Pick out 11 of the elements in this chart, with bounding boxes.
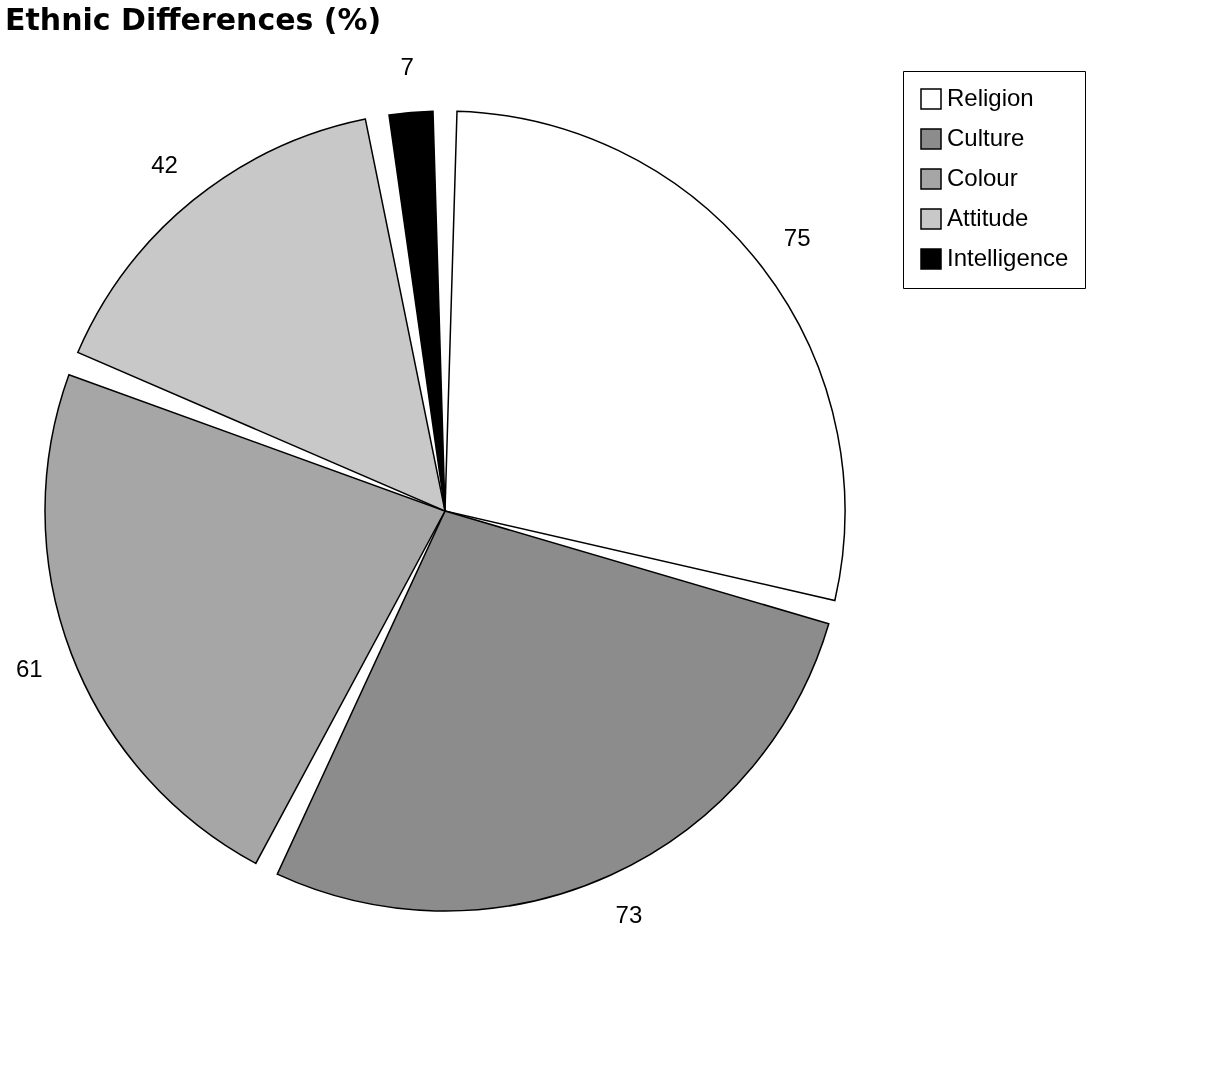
data-label: 61 xyxy=(16,654,43,682)
data-label: 7 xyxy=(400,52,414,80)
legend-label: Intelligence xyxy=(947,244,1069,271)
legend-label: Culture xyxy=(947,124,1025,151)
legend-label: Colour xyxy=(947,164,1018,191)
data-label: 75 xyxy=(783,224,811,252)
chart-title: Ethnic Differences (%) xyxy=(5,1,382,37)
data-label: 73 xyxy=(615,901,643,929)
legend-label: Attitude xyxy=(947,204,1029,231)
data-label: 42 xyxy=(151,150,178,178)
legend-label: Religion xyxy=(947,84,1034,111)
